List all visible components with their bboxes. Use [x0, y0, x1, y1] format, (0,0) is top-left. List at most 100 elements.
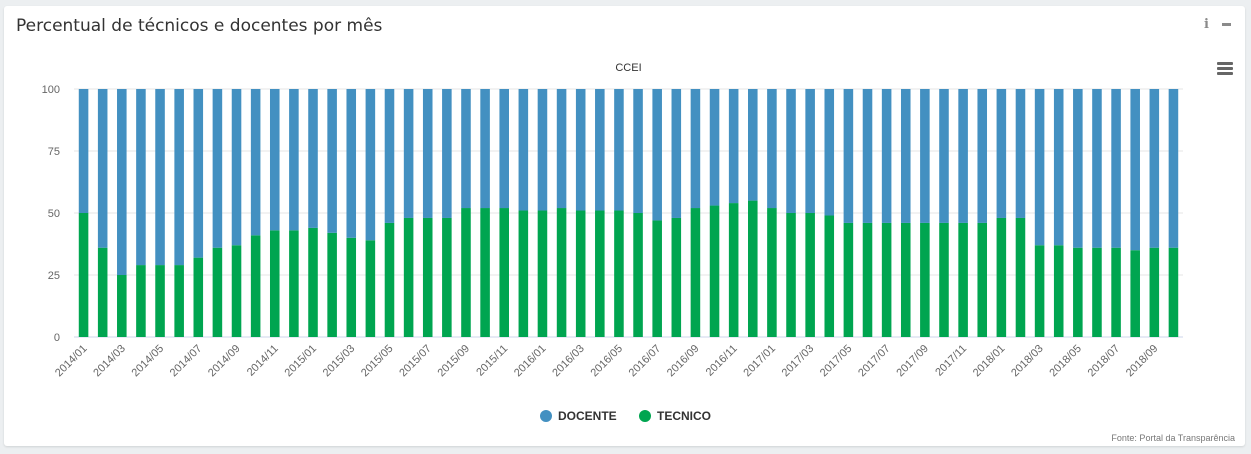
bar-tecnico — [499, 208, 509, 337]
bar-docente — [786, 89, 796, 213]
info-icon[interactable]: i — [1204, 17, 1209, 32]
bar-docente — [614, 89, 624, 211]
x-tick-label: 2018/07 — [1086, 343, 1123, 380]
bar-tecnico — [748, 200, 758, 337]
legend-label-tecnico[interactable]: TECNICO — [657, 409, 711, 423]
bar-tecnico — [824, 215, 835, 337]
x-tick-label: 2015/03 — [321, 343, 358, 380]
bar-docente — [1015, 89, 1026, 218]
bar-tecnico — [480, 208, 490, 337]
bar-docente — [862, 89, 873, 223]
bar-tecnico — [117, 275, 127, 337]
bar-tecnico — [537, 210, 548, 337]
bar-tecnico — [614, 210, 624, 337]
bar-docente — [1149, 89, 1160, 248]
bar-docente — [193, 89, 204, 258]
bar-docente — [403, 89, 414, 218]
bar-docente — [97, 89, 108, 248]
bar-docente — [212, 89, 223, 248]
bar-docente — [805, 89, 815, 213]
bar-tecnico — [461, 208, 471, 337]
bar-tecnico — [422, 217, 433, 337]
bar-docente — [690, 89, 701, 209]
x-tick-label: 2017/03 — [780, 343, 817, 380]
bar-tecnico — [155, 265, 165, 337]
bar-docente — [174, 89, 184, 266]
x-tick-label: 2017/09 — [894, 343, 931, 380]
bar-docente — [958, 89, 968, 223]
x-tick-label: 2017/07 — [856, 343, 893, 380]
bar-docente — [327, 89, 337, 233]
x-tick-label: 2015/11 — [474, 343, 510, 379]
bar-tecnico — [556, 208, 567, 337]
x-tick-label: 2016/01 — [512, 343, 549, 380]
bar-tecnico — [1149, 247, 1160, 337]
bar-tecnico — [767, 208, 777, 337]
bar-tecnico — [900, 222, 911, 337]
bar-tecnico — [958, 222, 968, 337]
bar-tecnico — [996, 217, 1007, 337]
bar-docente — [900, 89, 911, 223]
x-tick-label: 2014/03 — [91, 343, 128, 380]
x-tick-label: 2018/01 — [971, 343, 1008, 380]
bar-tecnico — [212, 247, 223, 337]
legend-label-docente[interactable]: DOCENTE — [558, 409, 617, 423]
bar-docente — [1034, 89, 1045, 246]
bar-tecnico — [805, 213, 815, 337]
bar-docente — [422, 89, 433, 218]
bar-docente — [155, 89, 165, 266]
y-tick-label: 75 — [48, 146, 60, 158]
bar-tecnico — [442, 217, 452, 337]
bar-tecnico — [308, 227, 318, 337]
bar-docente — [1111, 89, 1121, 248]
bar-tecnico — [1111, 247, 1121, 337]
bar-tecnico — [250, 235, 261, 337]
bar-tecnico — [671, 217, 682, 337]
legend-marker-tecnico[interactable] — [639, 410, 651, 422]
bar-docente — [652, 89, 662, 221]
bar-tecnico — [1168, 247, 1179, 337]
bar-docente — [977, 89, 988, 223]
bar-docente — [595, 89, 605, 211]
bar-tecnico — [327, 232, 337, 337]
x-tick-label: 2014/05 — [130, 343, 167, 380]
x-tick-label: 2016/05 — [588, 343, 625, 380]
bar-docente — [939, 89, 949, 223]
bar-docente — [556, 89, 567, 209]
bar-docente — [537, 89, 548, 211]
bar-tecnico — [174, 265, 184, 337]
x-tick-label: 2016/11 — [704, 343, 740, 379]
bar-tecnico — [939, 222, 949, 337]
bar-docente — [308, 89, 318, 228]
bar-docente — [346, 89, 357, 238]
x-tick-label: 2016/07 — [627, 343, 664, 380]
minimize-icon[interactable] — [1222, 23, 1231, 26]
bar-tecnico — [575, 210, 586, 337]
x-tick-label: 2016/09 — [665, 343, 702, 380]
x-tick-label: 2017/11 — [933, 343, 969, 379]
x-tick-label: 2017/05 — [818, 343, 855, 380]
x-tick-label: 2015/01 — [283, 343, 320, 380]
legend-marker-docente[interactable] — [540, 410, 552, 422]
bar-docente — [920, 89, 930, 223]
bar-tecnico — [1073, 247, 1083, 337]
bar-tecnico — [1092, 247, 1102, 337]
bar-docente — [442, 89, 452, 218]
bar-tecnico — [346, 237, 357, 337]
y-tick-label: 25 — [48, 270, 60, 282]
bar-tecnico — [97, 247, 108, 337]
bar-tecnico — [881, 222, 892, 337]
bar-docente — [748, 89, 758, 201]
bar-docente — [1073, 89, 1083, 248]
bar-docente — [843, 89, 854, 223]
bar-docente — [269, 89, 280, 231]
bar-docente — [461, 89, 471, 209]
chart-menu-icon[interactable] — [1217, 62, 1233, 76]
bar-docente — [575, 89, 586, 211]
x-tick-label: 2016/03 — [550, 343, 587, 380]
bar-docente — [824, 89, 835, 216]
bar-docente — [518, 89, 529, 211]
bar-tecnico — [518, 210, 529, 337]
x-tick-label: 2014/07 — [168, 343, 205, 380]
